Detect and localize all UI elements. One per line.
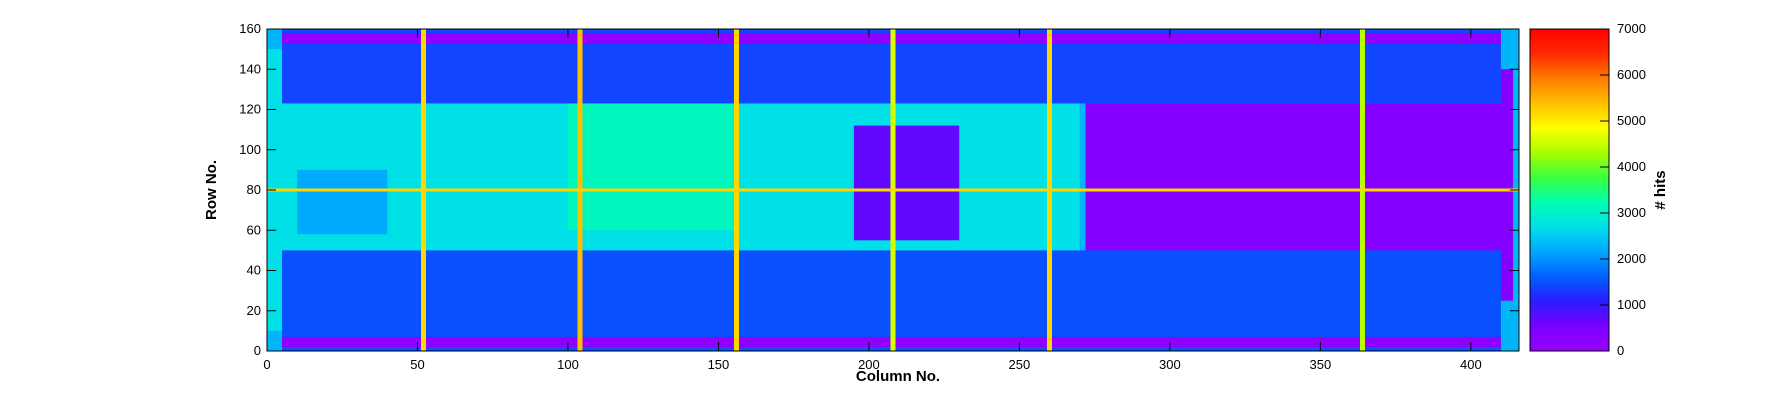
z-tick-label-6: 6000: [1617, 67, 1646, 82]
x-tick-label-0: 0: [263, 357, 270, 372]
x-tick-label-3: 150: [708, 357, 730, 372]
y-tick-label-8: 160: [239, 21, 261, 36]
z-tick-label-1: 1000: [1617, 297, 1646, 312]
y-axis-label: Row No.: [203, 160, 220, 220]
x-tick-label-1: 50: [410, 357, 424, 372]
z-tick-label-5: 5000: [1617, 113, 1646, 128]
x-tick-label-2: 100: [557, 357, 579, 372]
x-tick-label-6: 300: [1159, 357, 1181, 372]
y-tick-label-0: 0: [254, 343, 261, 358]
y-tick-label-6: 120: [239, 102, 261, 117]
y-tick-label-1: 20: [247, 303, 261, 318]
z-tick-label-4: 4000: [1617, 159, 1646, 174]
y-tick-label-2: 40: [247, 263, 261, 278]
region-3: [297, 169, 388, 235]
z-tick-label-7: 7000: [1617, 21, 1646, 36]
axes: 0 50 100 150 200 250 300 350 400 0 20 40 60 80 100 120 1…: [239, 21, 1520, 372]
x-tick-label-8: 400: [1460, 357, 1482, 372]
x-tick-label-7: 350: [1310, 357, 1332, 372]
x-tick-label-4: 200: [858, 357, 880, 372]
region-4: [853, 125, 960, 241]
plot-area: [267, 29, 1519, 351]
hot-row-0: [267, 188, 1519, 192]
z-tick-label-2: 2000: [1617, 251, 1646, 266]
x-tick-label-5: 250: [1009, 357, 1031, 372]
x-axis-label: Column No.: [856, 368, 940, 385]
color-bar-gradient: [1529, 28, 1610, 352]
y-tick-label-4: 80: [247, 182, 261, 197]
y-tick-label-5: 100: [239, 142, 261, 157]
y-tick-label-3: 60: [247, 222, 261, 237]
z-tick-label-3: 3000: [1617, 205, 1646, 220]
y-tick-label-7: 140: [239, 61, 261, 76]
z-tick-label-0: 0: [1617, 343, 1624, 358]
region-2: [567, 93, 734, 231]
color-bar-label: # hits: [1652, 170, 1669, 209]
color-bar: 0 1000 2000 3000 4000 5000 6000 7000: [1529, 21, 1646, 358]
